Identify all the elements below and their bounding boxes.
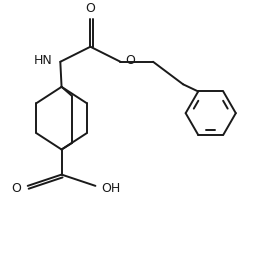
Text: O: O xyxy=(12,182,22,195)
Text: HN: HN xyxy=(34,54,53,67)
Text: O: O xyxy=(125,54,135,67)
Text: O: O xyxy=(86,2,95,15)
Text: OH: OH xyxy=(102,182,121,195)
